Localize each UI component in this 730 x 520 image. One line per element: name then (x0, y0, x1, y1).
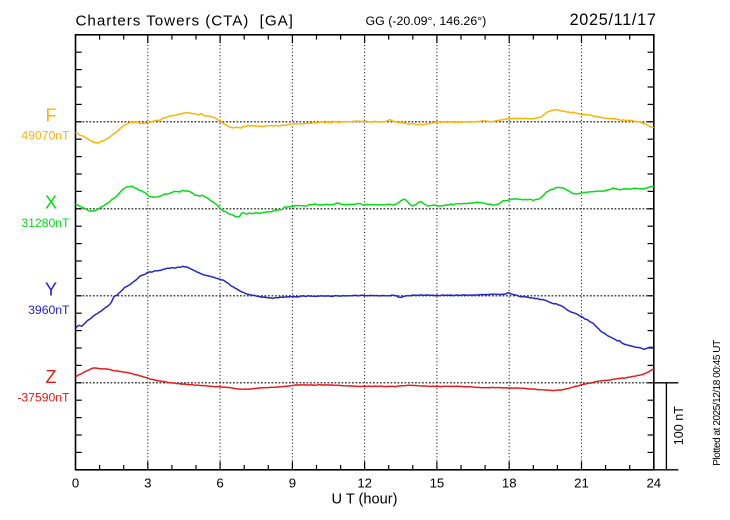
svg-text:100 nT: 100 nT (672, 406, 686, 446)
svg-text:6: 6 (216, 475, 223, 490)
svg-text:Y: Y (45, 279, 57, 299)
svg-text:3: 3 (144, 475, 151, 490)
svg-text:49070nT: 49070nT (21, 129, 70, 143)
svg-text:18: 18 (502, 475, 517, 490)
svg-text:Z: Z (46, 367, 57, 387)
svg-text:Charters Towers (CTA) [GA]: Charters Towers (CTA) [GA] (76, 12, 294, 29)
svg-text:9: 9 (289, 475, 296, 490)
svg-text:U T (hour): U T (hour) (332, 492, 398, 508)
svg-text:X: X (45, 193, 57, 213)
svg-text:F: F (46, 106, 57, 126)
svg-text:Plotted at 2025/12/18 00:45 UT: Plotted at 2025/12/18 00:45 UT (712, 340, 723, 466)
svg-text:31280nT: 31280nT (21, 216, 70, 230)
svg-text:15: 15 (430, 475, 445, 490)
svg-text:3960nT: 3960nT (28, 303, 70, 317)
svg-text:GG (-20.09°, 146.26°): GG (-20.09°, 146.26°) (366, 14, 487, 28)
svg-text:0: 0 (72, 475, 79, 490)
svg-text:21: 21 (574, 475, 589, 490)
svg-text:12: 12 (357, 475, 372, 490)
svg-text:2025/11/17: 2025/11/17 (570, 11, 657, 29)
svg-text:24: 24 (646, 475, 661, 490)
svg-text:-37590nT: -37590nT (17, 391, 70, 405)
